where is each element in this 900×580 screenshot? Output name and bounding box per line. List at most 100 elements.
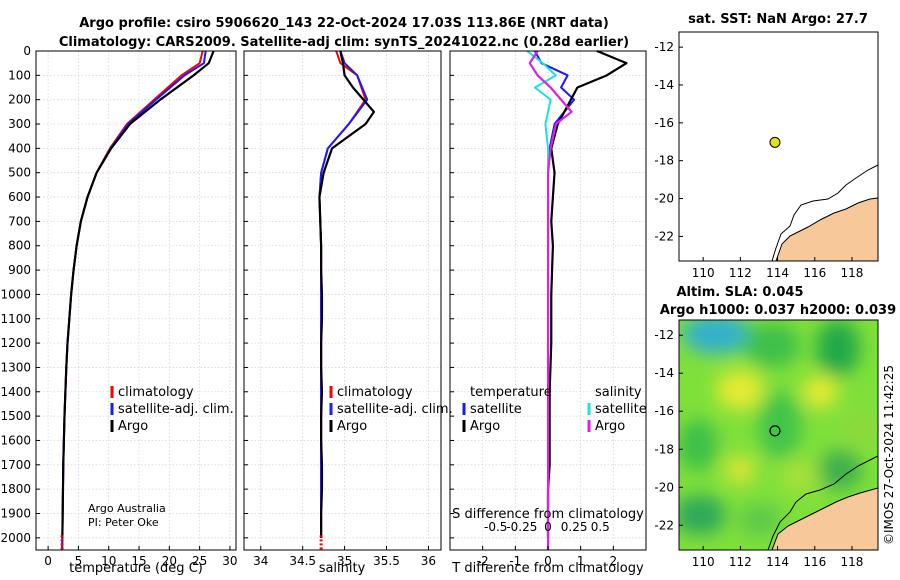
sla-cell bbox=[744, 323, 800, 367]
xtick-label: 35 bbox=[337, 554, 352, 568]
map-lat-label: -14 bbox=[654, 366, 674, 380]
xtick-label: 2 bbox=[610, 554, 618, 568]
sla-map-panel: Altim. SLA: 0.045 Argo h1000: 0.037 h200… bbox=[654, 285, 896, 569]
title-line-1: Argo profile: csiro 5906620_143 22-Oct-2… bbox=[79, 16, 609, 31]
sst-map-title: sat. SST: NaN Argo: 27.7 bbox=[688, 12, 868, 27]
xtick-label: 1 bbox=[577, 554, 585, 568]
map-lon-label: 110 bbox=[692, 555, 715, 569]
annotation-argo-australia: Argo Australia bbox=[88, 502, 166, 515]
difference-xlabel-top: S difference from climatology bbox=[452, 507, 644, 522]
legend-title-salinity: salinity bbox=[595, 385, 642, 400]
xtick-label: 34 bbox=[253, 554, 268, 568]
ytick-label: 600 bbox=[8, 190, 31, 204]
ytick-label: 1600 bbox=[0, 433, 31, 447]
ytick-label: 1900 bbox=[0, 506, 31, 520]
legend-label-satellite-adj: satellite-adj. clim. bbox=[118, 402, 234, 417]
ytick-label: 1100 bbox=[0, 312, 31, 326]
ytick-label: 400 bbox=[8, 141, 31, 155]
sla-cell bbox=[818, 450, 862, 490]
difference-legend: temperature satellite Argo salinity sate… bbox=[462, 385, 647, 434]
xtick-label: 35.5 bbox=[373, 554, 400, 568]
argo-location-marker bbox=[769, 136, 781, 148]
s-tick-label: 0.25 bbox=[561, 520, 588, 534]
ytick-label: 800 bbox=[8, 239, 31, 253]
xtick-label: 10 bbox=[101, 554, 116, 568]
map-lon-label: 110 bbox=[692, 266, 715, 280]
argo-location-marker bbox=[769, 425, 781, 437]
sst-map-axes-box bbox=[678, 31, 879, 262]
s-tick-label: 0.5 bbox=[591, 520, 610, 534]
ytick-label: 2000 bbox=[0, 531, 31, 545]
ytick-label: 1700 bbox=[0, 458, 31, 472]
map-lat-label: -20 bbox=[654, 480, 674, 494]
map-lon-label: 116 bbox=[803, 266, 826, 280]
map-lat-label: -16 bbox=[654, 116, 674, 130]
sst-map-coastline-shelf bbox=[771, 164, 879, 262]
temperature-xlabel: temperature (deg C) bbox=[69, 561, 203, 576]
map-lon-label: 118 bbox=[841, 266, 864, 280]
map-lon-label: 112 bbox=[729, 555, 752, 569]
sla-cell bbox=[679, 495, 726, 535]
series-line-argo bbox=[61, 50, 215, 538]
ytick-label: 200 bbox=[8, 93, 31, 107]
ytick-label: 1800 bbox=[0, 482, 31, 496]
map-lat-label: -22 bbox=[654, 229, 674, 243]
sla-cell bbox=[716, 370, 764, 410]
map-lat-label: -18 bbox=[654, 442, 674, 456]
xtick-label: 0 bbox=[544, 554, 552, 568]
map-lat-label: -22 bbox=[654, 518, 674, 532]
legend-label-climatology: climatology bbox=[118, 385, 194, 400]
ytick-label: 100 bbox=[8, 68, 31, 82]
xtick-label: 0 bbox=[44, 554, 52, 568]
legend-label-argo: Argo bbox=[337, 419, 367, 434]
s-tick-label: -0.5 bbox=[484, 520, 507, 534]
temperature-panel: 0100200300400500600700800900100011001200… bbox=[0, 44, 237, 576]
sla-cell bbox=[844, 412, 876, 448]
title-line-2: Climatology: CARS2009. Satellite-adj cli… bbox=[59, 35, 629, 50]
map-lon-label: 118 bbox=[841, 555, 864, 569]
legend-title-temperature: temperature bbox=[470, 385, 552, 400]
series-line-satellite-adj-clim- bbox=[61, 50, 207, 551]
sla-cell bbox=[724, 456, 756, 484]
map-lat-label: -14 bbox=[654, 78, 674, 92]
sla-cell bbox=[738, 504, 782, 536]
sla-map-title-line-1: Altim. SLA: 0.045 bbox=[677, 285, 804, 300]
ytick-label: 300 bbox=[8, 117, 31, 131]
map-lon-label: 112 bbox=[729, 266, 752, 280]
legend-label-climatology: climatology bbox=[337, 385, 413, 400]
sla-map-axes-box bbox=[678, 319, 879, 551]
series-line-climatology bbox=[61, 50, 204, 551]
legend-label-argo: Argo bbox=[118, 419, 148, 434]
sla-cell bbox=[802, 376, 838, 408]
timestamp: ©IMOS 27-Oct-2024 11:42:25 bbox=[882, 365, 896, 545]
map-lat-label: -20 bbox=[654, 192, 674, 206]
xtick-label: 34.5 bbox=[289, 554, 316, 568]
xtick-label: 15 bbox=[131, 554, 146, 568]
map-lat-label: -12 bbox=[654, 40, 674, 54]
sla-heatmap bbox=[679, 320, 878, 550]
xtick-label: 36 bbox=[421, 554, 436, 568]
sla-map-coastline bbox=[771, 487, 878, 550]
xtick-label: -2 bbox=[477, 554, 489, 568]
series-line-temperature-argo bbox=[546, 49, 628, 538]
ytick-label: 1300 bbox=[0, 360, 31, 374]
sla-cell bbox=[816, 320, 860, 376]
salinity-axes-box bbox=[243, 50, 442, 551]
s-tick-label: -0.25 bbox=[506, 520, 537, 534]
legend-label-satellite-adj: satellite-adj. clim. bbox=[337, 402, 453, 417]
map-lat-label: -18 bbox=[654, 154, 674, 168]
xtick-label: 30 bbox=[222, 554, 237, 568]
salinity-legend: climatology satellite-adj. clim. Argo bbox=[329, 385, 453, 434]
ytick-label: 900 bbox=[8, 263, 31, 277]
ytick-label: 1200 bbox=[0, 336, 31, 350]
sla-cell bbox=[682, 320, 750, 354]
salinity-panel: 34 34.5 35 35.5 36 salinity climatology sate… bbox=[243, 50, 453, 576]
difference-panel: -2 -1 0 1 2 -0.5-0.25 0 0.25 0.5 T difference fr… bbox=[449, 49, 647, 576]
ytick-label: 1000 bbox=[0, 287, 31, 301]
ytick-label: 500 bbox=[8, 166, 31, 180]
sla-map-coastline-shelf bbox=[767, 455, 878, 550]
xtick-label: 5 bbox=[75, 554, 83, 568]
map-lat-label: -16 bbox=[654, 404, 674, 418]
map-lon-label: 114 bbox=[766, 555, 789, 569]
